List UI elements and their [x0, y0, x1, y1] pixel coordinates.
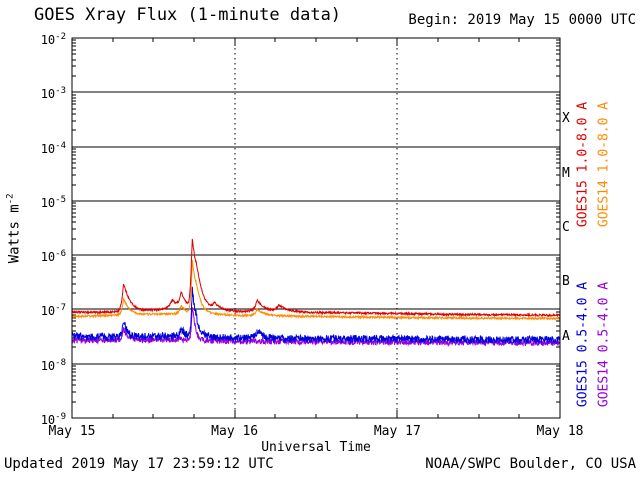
series-goes15-0.5-4.0-a	[71, 286, 561, 345]
y-tick-label: 10-9	[40, 412, 66, 427]
x-tick-label: May 15	[48, 424, 96, 439]
y-tick-label: 10-7	[40, 303, 66, 319]
flare-class-letter-b: B	[562, 274, 570, 290]
plot-border	[71, 37, 561, 419]
legend-label-goes14-1.0-8.0-a: GOES14 1.0-8.0 A	[596, 101, 612, 228]
series-goes15-1.0-8.0-a	[71, 238, 561, 318]
y-tick-label: 10-8	[40, 357, 66, 373]
x-tick-label: May 18	[536, 424, 584, 439]
series-goes14-1.0-8.0-a	[71, 259, 561, 321]
x-axis-label: Universal Time	[261, 440, 371, 455]
y-tick-label: 10-5	[40, 194, 66, 210]
begin-label: Begin: 2019 May 15 0000 UTC	[408, 12, 636, 28]
x-tick-label: May 16	[211, 424, 259, 439]
legend-label-goes15-1.0-8.0-a: GOES15 1.0-8.0 A	[575, 101, 591, 228]
updated-timestamp: Updated 2019 May 17 23:59:12 UTC	[4, 456, 274, 472]
flare-class-letter-a: A	[562, 328, 570, 344]
credit-label: NOAA/SWPC Boulder, CO USA	[425, 456, 636, 472]
flare-class-letter-m: M	[562, 165, 570, 181]
legend-label-goes15-0.5-4.0-a: GOES15 0.5-4.0 A	[575, 281, 591, 408]
y-tick-label: 10-4	[40, 140, 66, 156]
y-tick-label: 10-3	[40, 86, 66, 102]
chart-title: GOES Xray Flux (1-minute data)	[34, 5, 342, 25]
y-tick-label: 10-6	[40, 249, 66, 265]
y-tick-label: 10-2	[40, 32, 66, 47]
flare-class-letter-c: C	[562, 220, 570, 235]
flare-class-letter-x: X	[562, 111, 570, 127]
x-tick-label: May 17	[373, 424, 421, 439]
legend-label-goes14-0.5-4.0-a: GOES14 0.5-4.0 A	[596, 281, 612, 408]
